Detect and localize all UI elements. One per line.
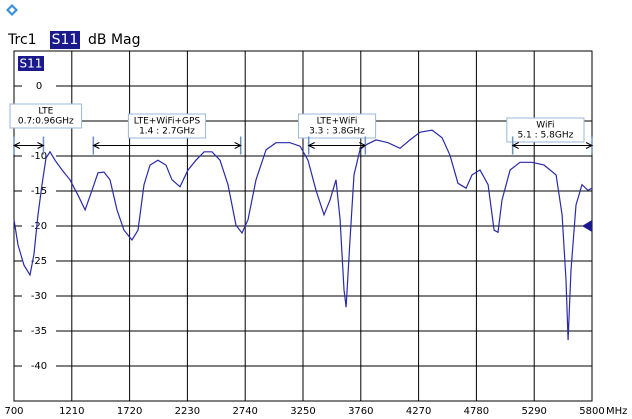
trace-label: Trc1: [7, 32, 37, 48]
annotation-text: 1.4 : 2.7GHz: [139, 127, 195, 137]
x-tick-label: 3250: [290, 406, 315, 417]
arrow-head: [12, 142, 21, 149]
x-unit: MHz: [606, 406, 627, 417]
y-tick-bg: [22, 255, 56, 267]
arrow-head: [307, 142, 315, 149]
y-tick-bg: [22, 290, 56, 302]
trace-tag-label: S11: [20, 57, 43, 71]
y-tick-bg: [22, 185, 56, 197]
annotation-box: [297, 113, 377, 139]
arrow-head: [585, 142, 594, 149]
y-tick-bg: [22, 150, 56, 162]
y-tick-label: -35: [31, 326, 47, 337]
x-tick-label: 4780: [464, 406, 489, 417]
parameter-badge: [50, 31, 80, 49]
annotation-text: 0.7:0.96GHz: [18, 117, 74, 127]
x-tick-label: 5290: [521, 406, 546, 417]
y-tick-label: -40: [31, 361, 47, 372]
y-tick-label: -10: [31, 151, 47, 162]
y-tick-bg: [22, 80, 56, 92]
x-tick-label: 4270: [406, 406, 431, 417]
y-tick-bg: [22, 360, 56, 372]
annotation-text: LTE+WiFi+GPS: [134, 117, 201, 127]
y-tick-label: -30: [31, 291, 47, 302]
annotation-text: 5.1 : 5.8GHz: [517, 131, 573, 141]
format-label: dB Mag: [88, 32, 141, 48]
arrow-head: [359, 142, 367, 149]
x-tick-label: 2740: [232, 406, 257, 417]
y-tick-bg: [22, 325, 56, 337]
annotation-text: LTE+WiFi: [317, 117, 358, 127]
x-tick-label: 5800: [579, 406, 604, 417]
arrow-head: [37, 142, 45, 149]
x-tick-label: 2230: [175, 406, 200, 417]
annotation-box: [506, 117, 585, 143]
arrow-head: [511, 142, 519, 149]
trace-tag: [18, 56, 44, 71]
x-tick-label: 700: [4, 406, 23, 417]
arrow-head: [234, 142, 242, 149]
y-tick-label: 0: [36, 81, 42, 92]
trace-line: [13, 129, 593, 341]
x-tick-label: 1720: [117, 406, 142, 417]
annotation-text: LTE: [38, 107, 53, 117]
annotation-box: [9, 103, 83, 129]
logo: [6, 4, 18, 16]
annotation-box: [127, 113, 207, 139]
annotation-text: 3.3 : 3.8GHz: [309, 127, 365, 137]
parameter-label: S11: [52, 32, 79, 48]
y-tick-label: -25: [31, 256, 47, 267]
x-tick-label: 1210: [59, 406, 84, 417]
y-tick-label: -15: [31, 186, 47, 197]
reference-marker: [582, 220, 592, 232]
y-tick-label: -20: [31, 221, 47, 232]
annotation-text: WiFi: [536, 121, 554, 131]
x-tick-label: 3760: [348, 406, 373, 417]
y-tick-bg: [22, 220, 56, 232]
arrow-head: [92, 142, 100, 149]
